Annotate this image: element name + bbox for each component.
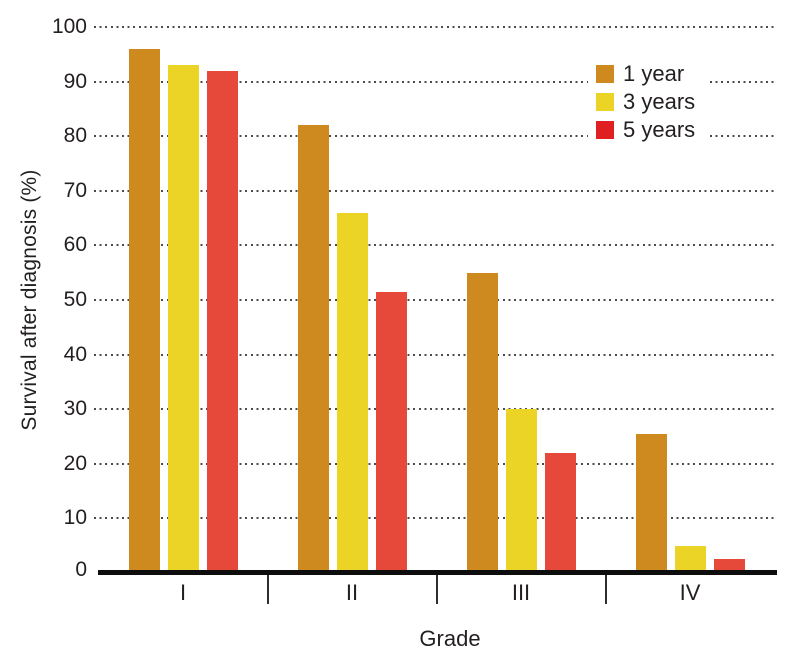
x-tick-label-I: I bbox=[179, 580, 187, 605]
legend-item-1-year: 1 year bbox=[596, 60, 695, 88]
legend-label-5-years: 5 years bbox=[623, 117, 696, 142]
bar-grade-III-1-year bbox=[466, 272, 498, 573]
y-tick-label-60: 60 bbox=[63, 233, 87, 257]
x-axis-line bbox=[98, 570, 777, 575]
bar-grade-II-3-years bbox=[336, 212, 368, 573]
x-axis-group-divider-0 bbox=[266, 575, 269, 604]
y-tick-label-40: 40 bbox=[63, 342, 87, 366]
bar-grade-IV-1-year bbox=[635, 433, 667, 573]
gridline-100 bbox=[94, 26, 777, 28]
legend-item-5-years: 5 years bbox=[596, 116, 695, 144]
y-tick-label-100: 100 bbox=[51, 15, 87, 38]
y-tick-label-10: 10 bbox=[63, 506, 87, 530]
gridline-30 bbox=[94, 408, 777, 411]
bar-grade-IV-5-years bbox=[713, 559, 745, 573]
bar-grade-II-1-year bbox=[297, 125, 329, 573]
gridline-10 bbox=[94, 517, 777, 520]
legend-label-1-year: 1 year bbox=[623, 61, 685, 86]
bar-grade-I-1-year bbox=[128, 48, 160, 573]
gridline-80 bbox=[94, 135, 777, 138]
legend-label-3-years: 3 years bbox=[623, 89, 696, 114]
gridline-40 bbox=[94, 353, 777, 356]
x-tick-label-IV: IV bbox=[679, 580, 701, 605]
legend: 1 year 3 years 5 years bbox=[588, 52, 710, 152]
y-tick-label-20: 20 bbox=[63, 451, 87, 475]
gridline-50 bbox=[94, 299, 777, 301]
y-tick-label-70: 70 bbox=[63, 178, 87, 202]
bar-grade-IV-3-years bbox=[674, 545, 706, 573]
bar-grade-II-5-years bbox=[375, 291, 407, 573]
bar-grade-III-3-years bbox=[505, 409, 537, 573]
x-axis-title: Grade bbox=[419, 626, 481, 651]
gridline-90 bbox=[94, 80, 777, 83]
gridline-70 bbox=[94, 189, 777, 192]
bar-grade-I-3-years bbox=[167, 65, 199, 573]
x-tick-label-III: III bbox=[511, 580, 531, 605]
legend-swatch-1-year-icon bbox=[596, 65, 614, 83]
bar-grade-I-5-years bbox=[206, 70, 238, 573]
x-axis-group-divider-2 bbox=[604, 575, 607, 604]
gridline-60 bbox=[94, 244, 777, 247]
y-tick-label-30: 30 bbox=[63, 397, 87, 421]
x-axis-group-divider-1 bbox=[435, 575, 438, 604]
legend-item-3-years: 3 years bbox=[596, 88, 695, 116]
gridline-20 bbox=[94, 462, 777, 465]
y-tick-label-50: 50 bbox=[63, 288, 87, 311]
y-tick-label-90: 90 bbox=[63, 69, 87, 93]
legend-swatch-3-years-icon bbox=[596, 93, 614, 111]
bar-grade-III-5-years bbox=[544, 452, 576, 573]
legend-swatch-5-years-icon bbox=[596, 121, 614, 139]
y-tick-label-80: 80 bbox=[63, 124, 87, 148]
y-tick-label-0: 0 bbox=[75, 558, 87, 581]
x-tick-label-II: II bbox=[345, 580, 359, 605]
